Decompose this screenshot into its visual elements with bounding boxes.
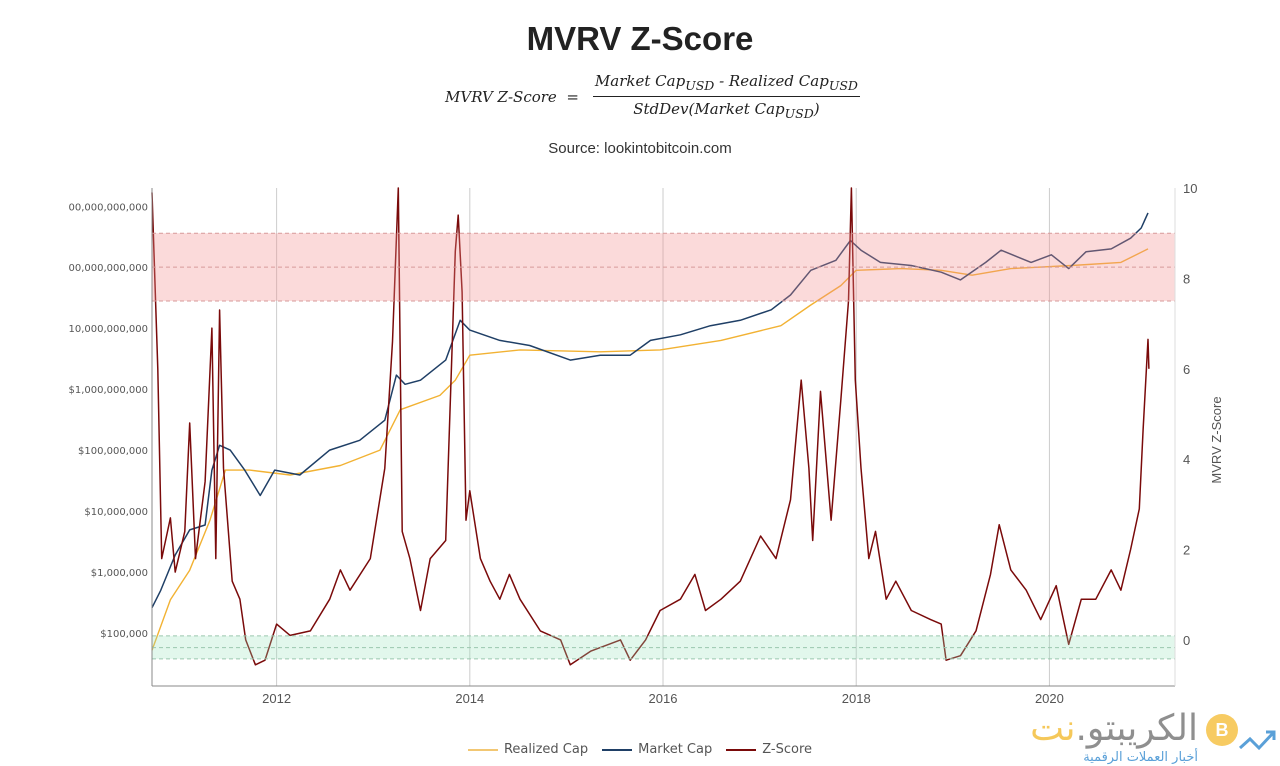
formula-lhs-text: MVRV Z-Score <box>445 87 557 106</box>
right-tick-label: 10 <box>1183 181 1197 196</box>
series-lines <box>151 187 1150 666</box>
left-tick-label: 10,000,000,000 <box>68 324 148 335</box>
right-tick-label: 8 <box>1183 271 1190 286</box>
formula: MVRV Z-Score = Market CapUSD - Realized … <box>445 72 860 121</box>
x-tick-label: 2020 <box>1035 691 1064 706</box>
left-tick-label: $10,000,000 <box>84 507 148 518</box>
left-tick-label: $1,000,000,000 <box>68 385 148 396</box>
right-axis-title: MVRV Z-Score <box>1209 396 1224 483</box>
formula-equals: = <box>566 87 579 106</box>
legend: Realized Cap Market Cap Z-Score <box>0 742 1280 757</box>
grid <box>276 188 1050 686</box>
formula-lhs: MVRV Z-Score = <box>445 88 579 106</box>
x-tick-label: 2018 <box>842 691 871 706</box>
right-tick-label: 0 <box>1183 633 1190 648</box>
den-close: ) <box>813 100 820 118</box>
x-tick-label: 2016 <box>649 691 678 706</box>
legend-item-z-score[interactable]: Z-Score <box>726 742 812 757</box>
zone-bands <box>152 232 1175 660</box>
left-tick-label: 00,000,000,000 <box>68 263 148 274</box>
num-b-sub: USD <box>828 78 858 93</box>
legend-label: Z-Score <box>762 742 813 757</box>
axes: 2012 2014 2016 2018 2020 00,000,000,000 00,000… <box>68 181 1197 706</box>
x-tick-label: 2014 <box>455 691 484 706</box>
legend-item-market-cap[interactable]: Market Cap <box>602 742 712 757</box>
watermark-logo: الكريبتو.نت أخبار العملات الرقمية B <box>930 710 1280 766</box>
trend-arrow-icon <box>1238 730 1276 751</box>
right-tick-label: 6 <box>1183 362 1190 377</box>
den-sub: USD <box>784 106 814 121</box>
left-tick-label: $100,000 <box>100 629 148 640</box>
num-b: Realized Cap <box>728 72 829 90</box>
chart-title: MVRV Z-Score <box>526 20 754 57</box>
legend-label: Market Cap <box>638 742 713 757</box>
logo-text-a: الكريبتو. <box>1075 708 1198 749</box>
legend-swatch-realized <box>467 748 498 751</box>
left-tick-label: $1,000,000 <box>91 568 148 579</box>
bitcoin-coin-icon: B <box>1206 714 1238 746</box>
left-tick-label: 00,000,000,000 <box>68 202 148 213</box>
legend-item-realized-cap[interactable]: Realized Cap <box>467 742 589 757</box>
legend-swatch-market <box>602 748 633 751</box>
logo-wordmark: الكريبتو.نت <box>1030 710 1198 748</box>
left-tick-label: $100,000,000 <box>78 446 148 457</box>
formula-denominator: StdDev(Market CapUSD) <box>633 97 819 121</box>
num-minus: - <box>714 72 729 90</box>
realized-cap-line <box>151 248 1149 651</box>
right-tick-label: 4 <box>1183 452 1190 467</box>
legend-label: Realized Cap <box>503 742 589 757</box>
logo-tagline: أخبار العملات الرقمية <box>1083 750 1198 765</box>
den-a: StdDev(Market Cap <box>633 100 785 118</box>
x-tick-label: 2012 <box>262 691 291 706</box>
market-cap-line <box>151 212 1149 609</box>
num-a-sub: USD <box>685 78 715 93</box>
legend-swatch-zscore <box>726 748 757 751</box>
formula-numerator: Market CapUSD - Realized CapUSD <box>592 72 860 97</box>
num-a: Market Cap <box>594 72 686 90</box>
logo-text-b: نت <box>1030 708 1076 749</box>
source-note: Source: lookintobitcoin.com <box>548 140 732 157</box>
z-score-line <box>151 187 1150 666</box>
right-tick-label: 2 <box>1183 543 1190 558</box>
formula-fraction: Market CapUSD - Realized CapUSD StdDev(M… <box>592 72 860 121</box>
